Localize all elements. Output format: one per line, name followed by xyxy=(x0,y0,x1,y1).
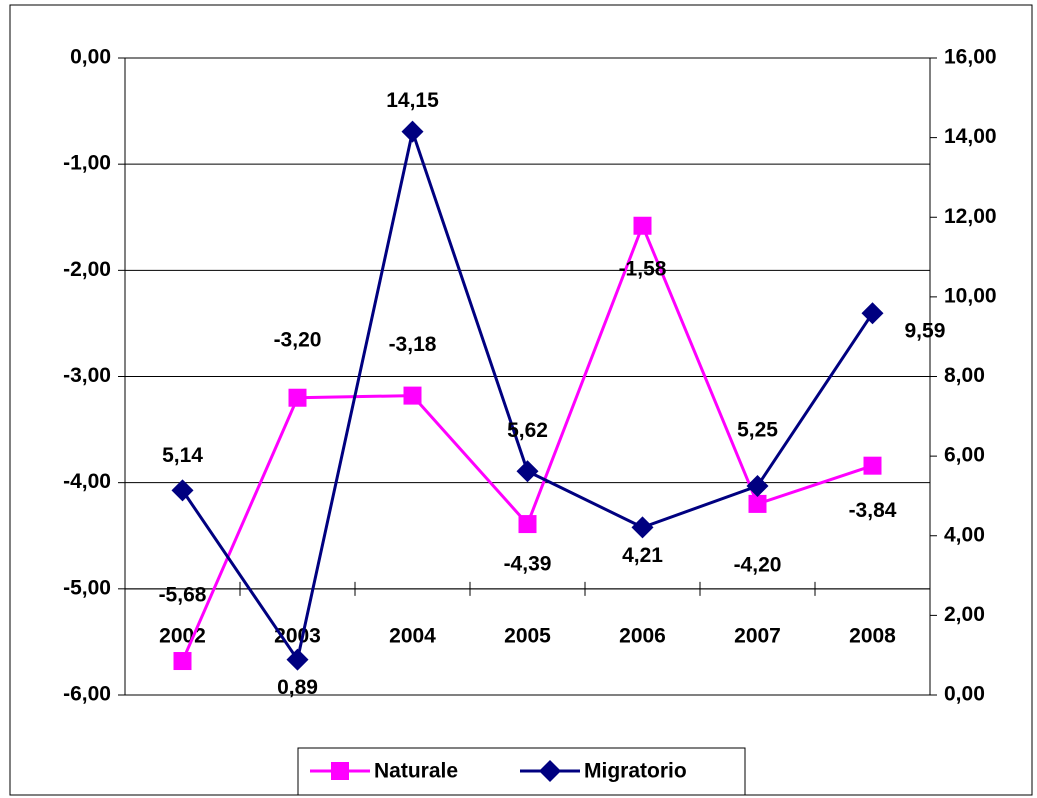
data-label: 5,62 xyxy=(507,419,548,442)
x-tick-label: 2008 xyxy=(849,624,896,647)
legend-marker xyxy=(539,760,561,782)
data-label: -3,20 xyxy=(274,328,322,351)
data-label: 5,14 xyxy=(162,444,203,467)
point-marker xyxy=(173,652,192,671)
point-marker xyxy=(633,216,652,235)
y-tick-label: -4,00 xyxy=(63,470,111,493)
point-marker xyxy=(516,460,539,483)
y-tick-label: -2,00 xyxy=(63,258,111,281)
y2-tick-label: 14,00 xyxy=(944,125,997,148)
legend-marker xyxy=(331,762,349,780)
y2-tick-label: 2,00 xyxy=(944,603,985,626)
point-marker xyxy=(288,388,307,407)
data-label: -4,39 xyxy=(504,553,552,576)
y-tick-label: 0,00 xyxy=(70,46,111,69)
y2-tick-label: 16,00 xyxy=(944,46,997,69)
data-label: -5,68 xyxy=(159,584,207,607)
data-label: 9,59 xyxy=(905,320,946,343)
data-label: 5,25 xyxy=(737,419,778,442)
chart-border xyxy=(9,4,1033,796)
y2-tick-label: 10,00 xyxy=(944,284,997,307)
y-tick-label: -6,00 xyxy=(63,683,111,706)
y2-tick-label: 6,00 xyxy=(944,444,985,467)
point-marker xyxy=(401,120,424,143)
legend-label: Migratorio xyxy=(584,760,687,783)
data-label: -3,18 xyxy=(389,333,437,356)
x-tick-label: 2007 xyxy=(734,624,781,647)
data-label: -4,20 xyxy=(734,553,782,576)
point-marker xyxy=(748,494,767,513)
point-marker xyxy=(631,516,654,539)
y2-tick-label: 0,00 xyxy=(944,683,985,706)
x-tick-label: 2005 xyxy=(504,624,551,647)
legend-label: Naturale xyxy=(374,760,458,783)
x-tick-label: 2004 xyxy=(389,624,436,647)
data-label: -1,58 xyxy=(619,257,667,280)
point-marker xyxy=(403,386,422,405)
y2-tick-label: 4,00 xyxy=(944,523,985,546)
x-tick-label: 2002 xyxy=(159,624,206,647)
data-label: 14,15 xyxy=(386,89,439,112)
y2-tick-label: 12,00 xyxy=(944,205,997,228)
data-label: -3,84 xyxy=(849,499,897,522)
point-marker xyxy=(286,648,309,671)
data-label: 4,21 xyxy=(622,544,663,567)
y-tick-label: -1,00 xyxy=(63,152,111,175)
y-tick-label: -5,00 xyxy=(63,576,111,599)
point-marker xyxy=(746,474,769,497)
point-marker xyxy=(863,456,882,475)
y2-tick-label: 8,00 xyxy=(944,364,985,387)
y-tick-label: -3,00 xyxy=(63,364,111,387)
data-label: 0,89 xyxy=(277,676,318,699)
point-marker xyxy=(171,479,194,502)
point-marker xyxy=(518,515,537,534)
point-marker xyxy=(861,302,884,325)
x-tick-label: 2006 xyxy=(619,624,666,647)
